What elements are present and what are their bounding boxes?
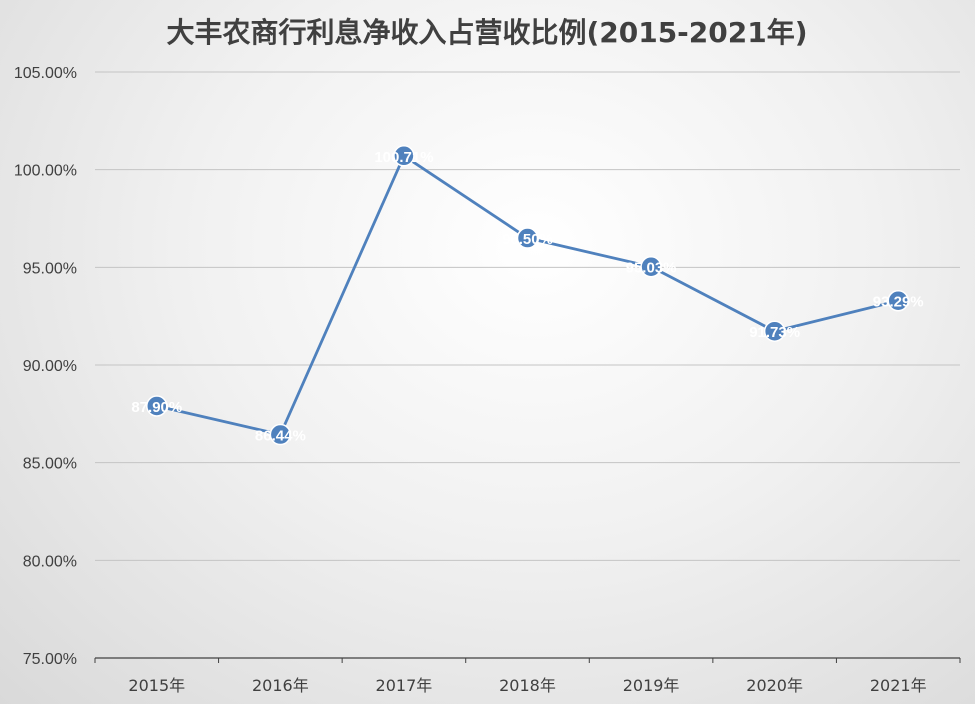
x-tick-label: 2019年 <box>623 676 680 695</box>
data-label: 87.90% <box>131 399 182 416</box>
y-tick-label: 105.00% <box>14 65 77 82</box>
data-point <box>763 320 786 342</box>
x-tick-label: 2020年 <box>746 676 803 695</box>
x-tick-label: 2017年 <box>376 676 433 695</box>
x-axis-tick-labels: 2015年 2016年 2017年 2018年 2019年 2020年 2021年 <box>128 676 926 695</box>
y-axis-tick-labels: 75.00% 80.00% 85.00% 90.00% 95.00% 100.00% 105… <box>14 65 77 668</box>
y-tick-label: 95.00% <box>23 260 77 277</box>
x-tick-label: 2015年 <box>128 676 185 695</box>
data-label: 95.03% <box>626 260 677 277</box>
series-line-group <box>156 154 899 436</box>
data-point <box>887 289 909 312</box>
y-tick-label: 85.00% <box>23 456 77 473</box>
data-label: 100.71% <box>374 149 433 166</box>
series-line <box>156 154 899 436</box>
data-point <box>393 145 415 167</box>
y-tick-label: 75.00% <box>23 651 77 668</box>
data-label: 86.44% <box>255 428 306 445</box>
data-point <box>146 395 168 417</box>
y-tick-label: 90.00% <box>23 358 77 375</box>
data-label: 96.50% <box>502 231 553 248</box>
data-point <box>640 255 662 278</box>
chart-title: 大丰农商行利息净收入占营收比例(2015-2021年) <box>166 16 807 49</box>
x-tick-label: 2016年 <box>252 676 309 695</box>
data-points <box>146 145 909 446</box>
data-label: 91.73% <box>749 324 800 341</box>
x-axis <box>94 657 961 663</box>
y-tick-label: 80.00% <box>23 553 77 570</box>
data-labels: 87.90% 86.44% 100.71% 96.50% 95.03% 91.73% 93.… <box>131 149 923 445</box>
gridlines <box>95 71 960 561</box>
y-tick-label: 100.00% <box>14 163 77 180</box>
data-point <box>269 423 292 446</box>
x-tick-label: 2018年 <box>499 676 556 695</box>
data-label: 93.29% <box>873 294 924 311</box>
data-point <box>516 227 539 249</box>
x-tick-label: 2021年 <box>870 676 927 695</box>
